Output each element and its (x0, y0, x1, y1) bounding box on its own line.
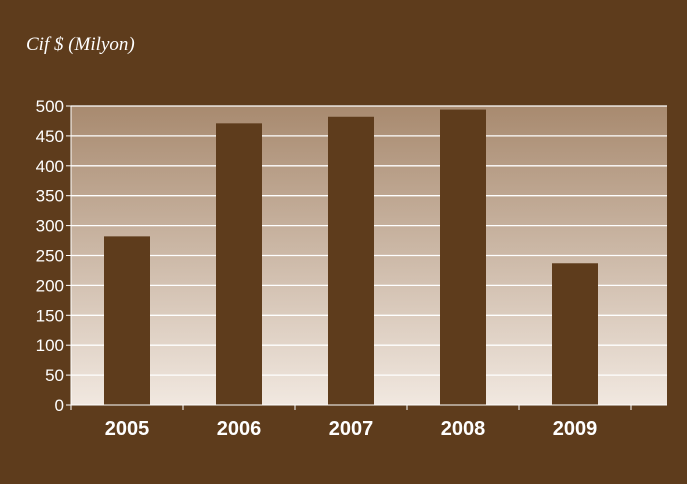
y-tick-label: 500 (36, 97, 64, 116)
chart-title: Cif $ (Milyon) (26, 34, 135, 55)
bar-2006 (216, 123, 262, 405)
y-tick-label: 400 (36, 157, 64, 176)
axis-labels: 0 50 100 150 200 250 300 350 400 450 500 2005 2006 20… (36, 97, 598, 440)
y-tick-label: 300 (36, 217, 64, 236)
y-tick-label: 450 (36, 127, 64, 146)
x-tick-label: 2006 (217, 418, 262, 440)
y-tick-label: 100 (36, 336, 64, 355)
y-tick-label: 250 (36, 247, 64, 266)
x-tick-label: 2009 (553, 418, 598, 440)
y-tick-label: 350 (36, 187, 64, 206)
axes (66, 105, 667, 410)
bar-2007 (328, 116, 374, 405)
x-tick-label: 2005 (105, 418, 150, 440)
y-tick-label: 200 (36, 276, 64, 295)
y-tick-label: 150 (36, 306, 64, 325)
y-tick-label: 0 (55, 396, 64, 415)
y-tick-label: 50 (45, 366, 64, 385)
bar-2005 (104, 236, 150, 405)
bar-2008 (440, 109, 486, 405)
bars (104, 109, 598, 405)
bar-2009 (552, 263, 598, 405)
x-tick-label: 2008 (441, 418, 486, 440)
x-tick-label: 2007 (329, 418, 374, 440)
